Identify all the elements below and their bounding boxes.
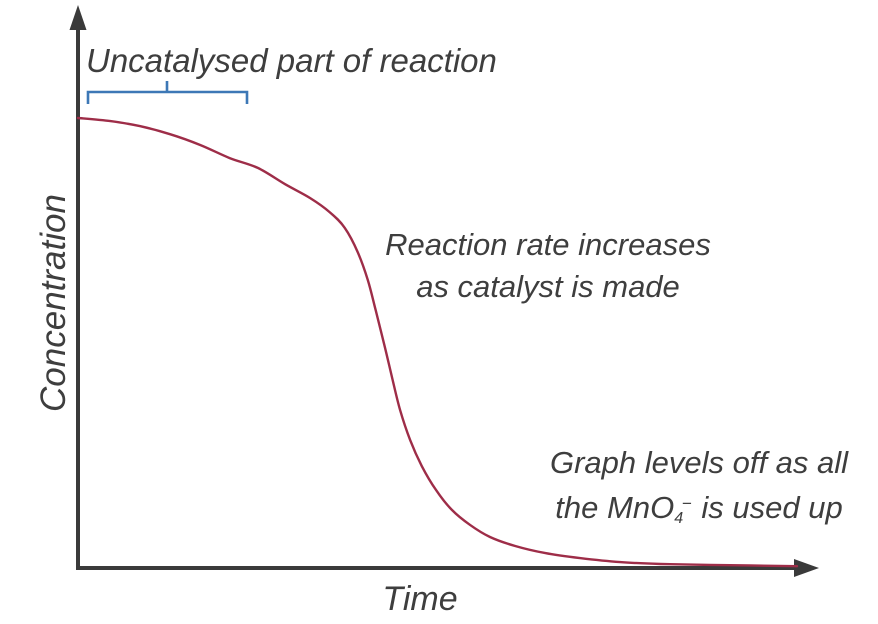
annotation-graph-levels-off-line2: the MnO4− is used up [499, 485, 878, 530]
x-axis-arrowhead [794, 559, 819, 577]
annotation-graph-levels-off-line1: Graph levels off as all [549, 445, 849, 480]
annotation-graph-levels-off-suffix: is used up [692, 490, 843, 525]
annotation-graph-levels-off: Graph levels off as all the MnO4− is use… [499, 440, 878, 530]
annotation-reaction-rate-line2: as catalyst is made [416, 269, 680, 304]
y-axis-arrowhead [69, 5, 87, 30]
annotation-uncatalysed: Uncatalysed part of reaction [86, 42, 497, 79]
annotation-reaction-rate: Reaction rate increases as catalyst is m… [328, 224, 768, 308]
x-axis-label: Time [382, 580, 458, 618]
formula-mno4-superscript-minus: − [681, 493, 692, 513]
annotation-reaction-rate-line1: Reaction rate increases [385, 227, 711, 262]
uncatalysed-bracket [86, 81, 249, 104]
concentration-curve [76, 116, 799, 568]
formula-mno4-prefix: the MnO [555, 490, 675, 525]
formula-mno4-subscript: 4 [674, 508, 684, 527]
y-axis-label: Concentration [34, 194, 73, 412]
